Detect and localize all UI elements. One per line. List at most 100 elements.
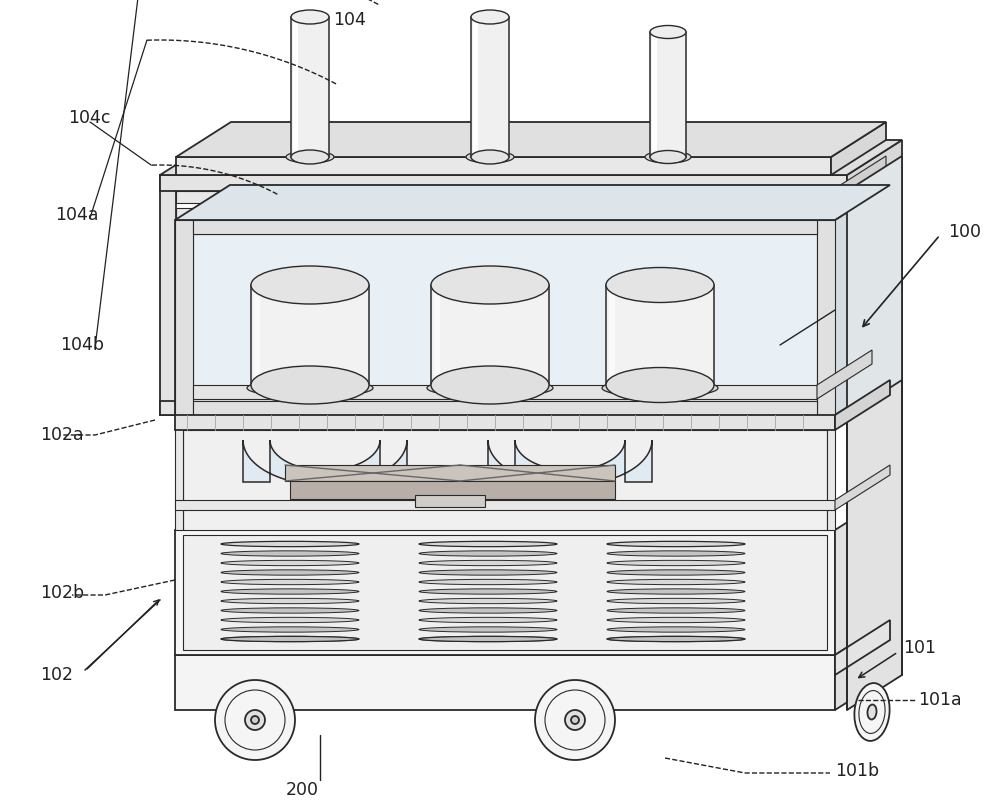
Ellipse shape [419, 636, 557, 642]
Text: 101: 101 [903, 639, 936, 657]
Ellipse shape [607, 617, 745, 622]
Ellipse shape [650, 151, 686, 163]
Bar [160, 175, 847, 191]
Ellipse shape [471, 150, 509, 164]
Text: 103: 103 [790, 297, 823, 315]
Polygon shape [243, 440, 407, 485]
Bar [183, 430, 827, 530]
Ellipse shape [607, 636, 745, 642]
Ellipse shape [221, 560, 359, 566]
Ellipse shape [466, 151, 514, 163]
Ellipse shape [427, 379, 553, 397]
Ellipse shape [221, 588, 359, 594]
Polygon shape [488, 440, 652, 485]
Bar [652, 32, 657, 157]
Ellipse shape [291, 150, 329, 164]
Polygon shape [175, 530, 835, 655]
Bar [609, 285, 615, 385]
Ellipse shape [221, 580, 359, 584]
Text: 101b: 101b [835, 762, 879, 780]
Bar [254, 285, 260, 385]
Ellipse shape [215, 680, 295, 760]
Polygon shape [160, 140, 902, 175]
Ellipse shape [286, 151, 334, 163]
Ellipse shape [606, 267, 714, 303]
Polygon shape [835, 620, 890, 675]
Polygon shape [835, 380, 890, 430]
Bar [293, 17, 298, 157]
Text: 104: 104 [333, 11, 366, 29]
Ellipse shape [221, 608, 359, 613]
Ellipse shape [221, 598, 359, 604]
Ellipse shape [419, 598, 557, 604]
Text: 101a: 101a [918, 691, 962, 709]
Ellipse shape [419, 627, 557, 632]
Ellipse shape [607, 551, 745, 556]
Polygon shape [847, 156, 902, 450]
Bar [415, 495, 485, 507]
Bar [291, 17, 329, 157]
Bar [175, 220, 193, 415]
Text: 104b: 104b [60, 336, 104, 354]
Ellipse shape [571, 716, 579, 724]
Text: 102a: 102a [40, 426, 84, 444]
Ellipse shape [419, 580, 557, 584]
Ellipse shape [565, 710, 585, 730]
Bar [650, 32, 686, 157]
Bar [471, 17, 509, 157]
Polygon shape [831, 122, 886, 175]
Text: 100: 100 [948, 223, 981, 241]
Bar [285, 465, 615, 481]
Ellipse shape [221, 636, 359, 642]
Bar [175, 415, 183, 530]
Polygon shape [835, 620, 890, 710]
Text: 102: 102 [40, 666, 73, 684]
Ellipse shape [419, 608, 557, 613]
Polygon shape [835, 495, 890, 655]
Ellipse shape [221, 570, 359, 575]
Ellipse shape [221, 617, 359, 622]
Polygon shape [175, 655, 835, 710]
Bar [473, 17, 478, 157]
Text: 104a: 104a [55, 206, 98, 224]
Bar [817, 220, 835, 415]
Bar [160, 401, 847, 415]
Ellipse shape [419, 570, 557, 575]
Ellipse shape [471, 10, 509, 24]
Bar [434, 285, 440, 385]
Ellipse shape [606, 368, 714, 402]
Ellipse shape [291, 10, 329, 24]
Polygon shape [175, 415, 835, 430]
Bar [606, 285, 714, 385]
Polygon shape [817, 350, 872, 399]
Ellipse shape [419, 541, 557, 547]
Bar [176, 157, 831, 175]
Bar [251, 285, 369, 385]
Text: 102b: 102b [40, 584, 84, 602]
Ellipse shape [251, 266, 369, 304]
Ellipse shape [221, 541, 359, 547]
Polygon shape [175, 185, 890, 220]
Ellipse shape [221, 627, 359, 632]
Polygon shape [835, 465, 890, 510]
Polygon shape [847, 380, 902, 710]
Bar [193, 220, 817, 234]
Ellipse shape [645, 151, 691, 163]
Ellipse shape [419, 551, 557, 556]
Ellipse shape [535, 680, 615, 760]
Polygon shape [175, 500, 835, 510]
Bar [290, 481, 615, 499]
Ellipse shape [247, 379, 373, 397]
Ellipse shape [867, 704, 877, 720]
Ellipse shape [607, 627, 745, 632]
Bar [827, 415, 835, 530]
Ellipse shape [607, 541, 745, 547]
Polygon shape [193, 234, 817, 401]
Bar [176, 191, 831, 203]
Ellipse shape [607, 598, 745, 604]
Ellipse shape [607, 608, 745, 613]
Ellipse shape [419, 636, 557, 642]
Bar [431, 285, 549, 385]
Ellipse shape [431, 366, 549, 404]
Bar [831, 175, 847, 415]
